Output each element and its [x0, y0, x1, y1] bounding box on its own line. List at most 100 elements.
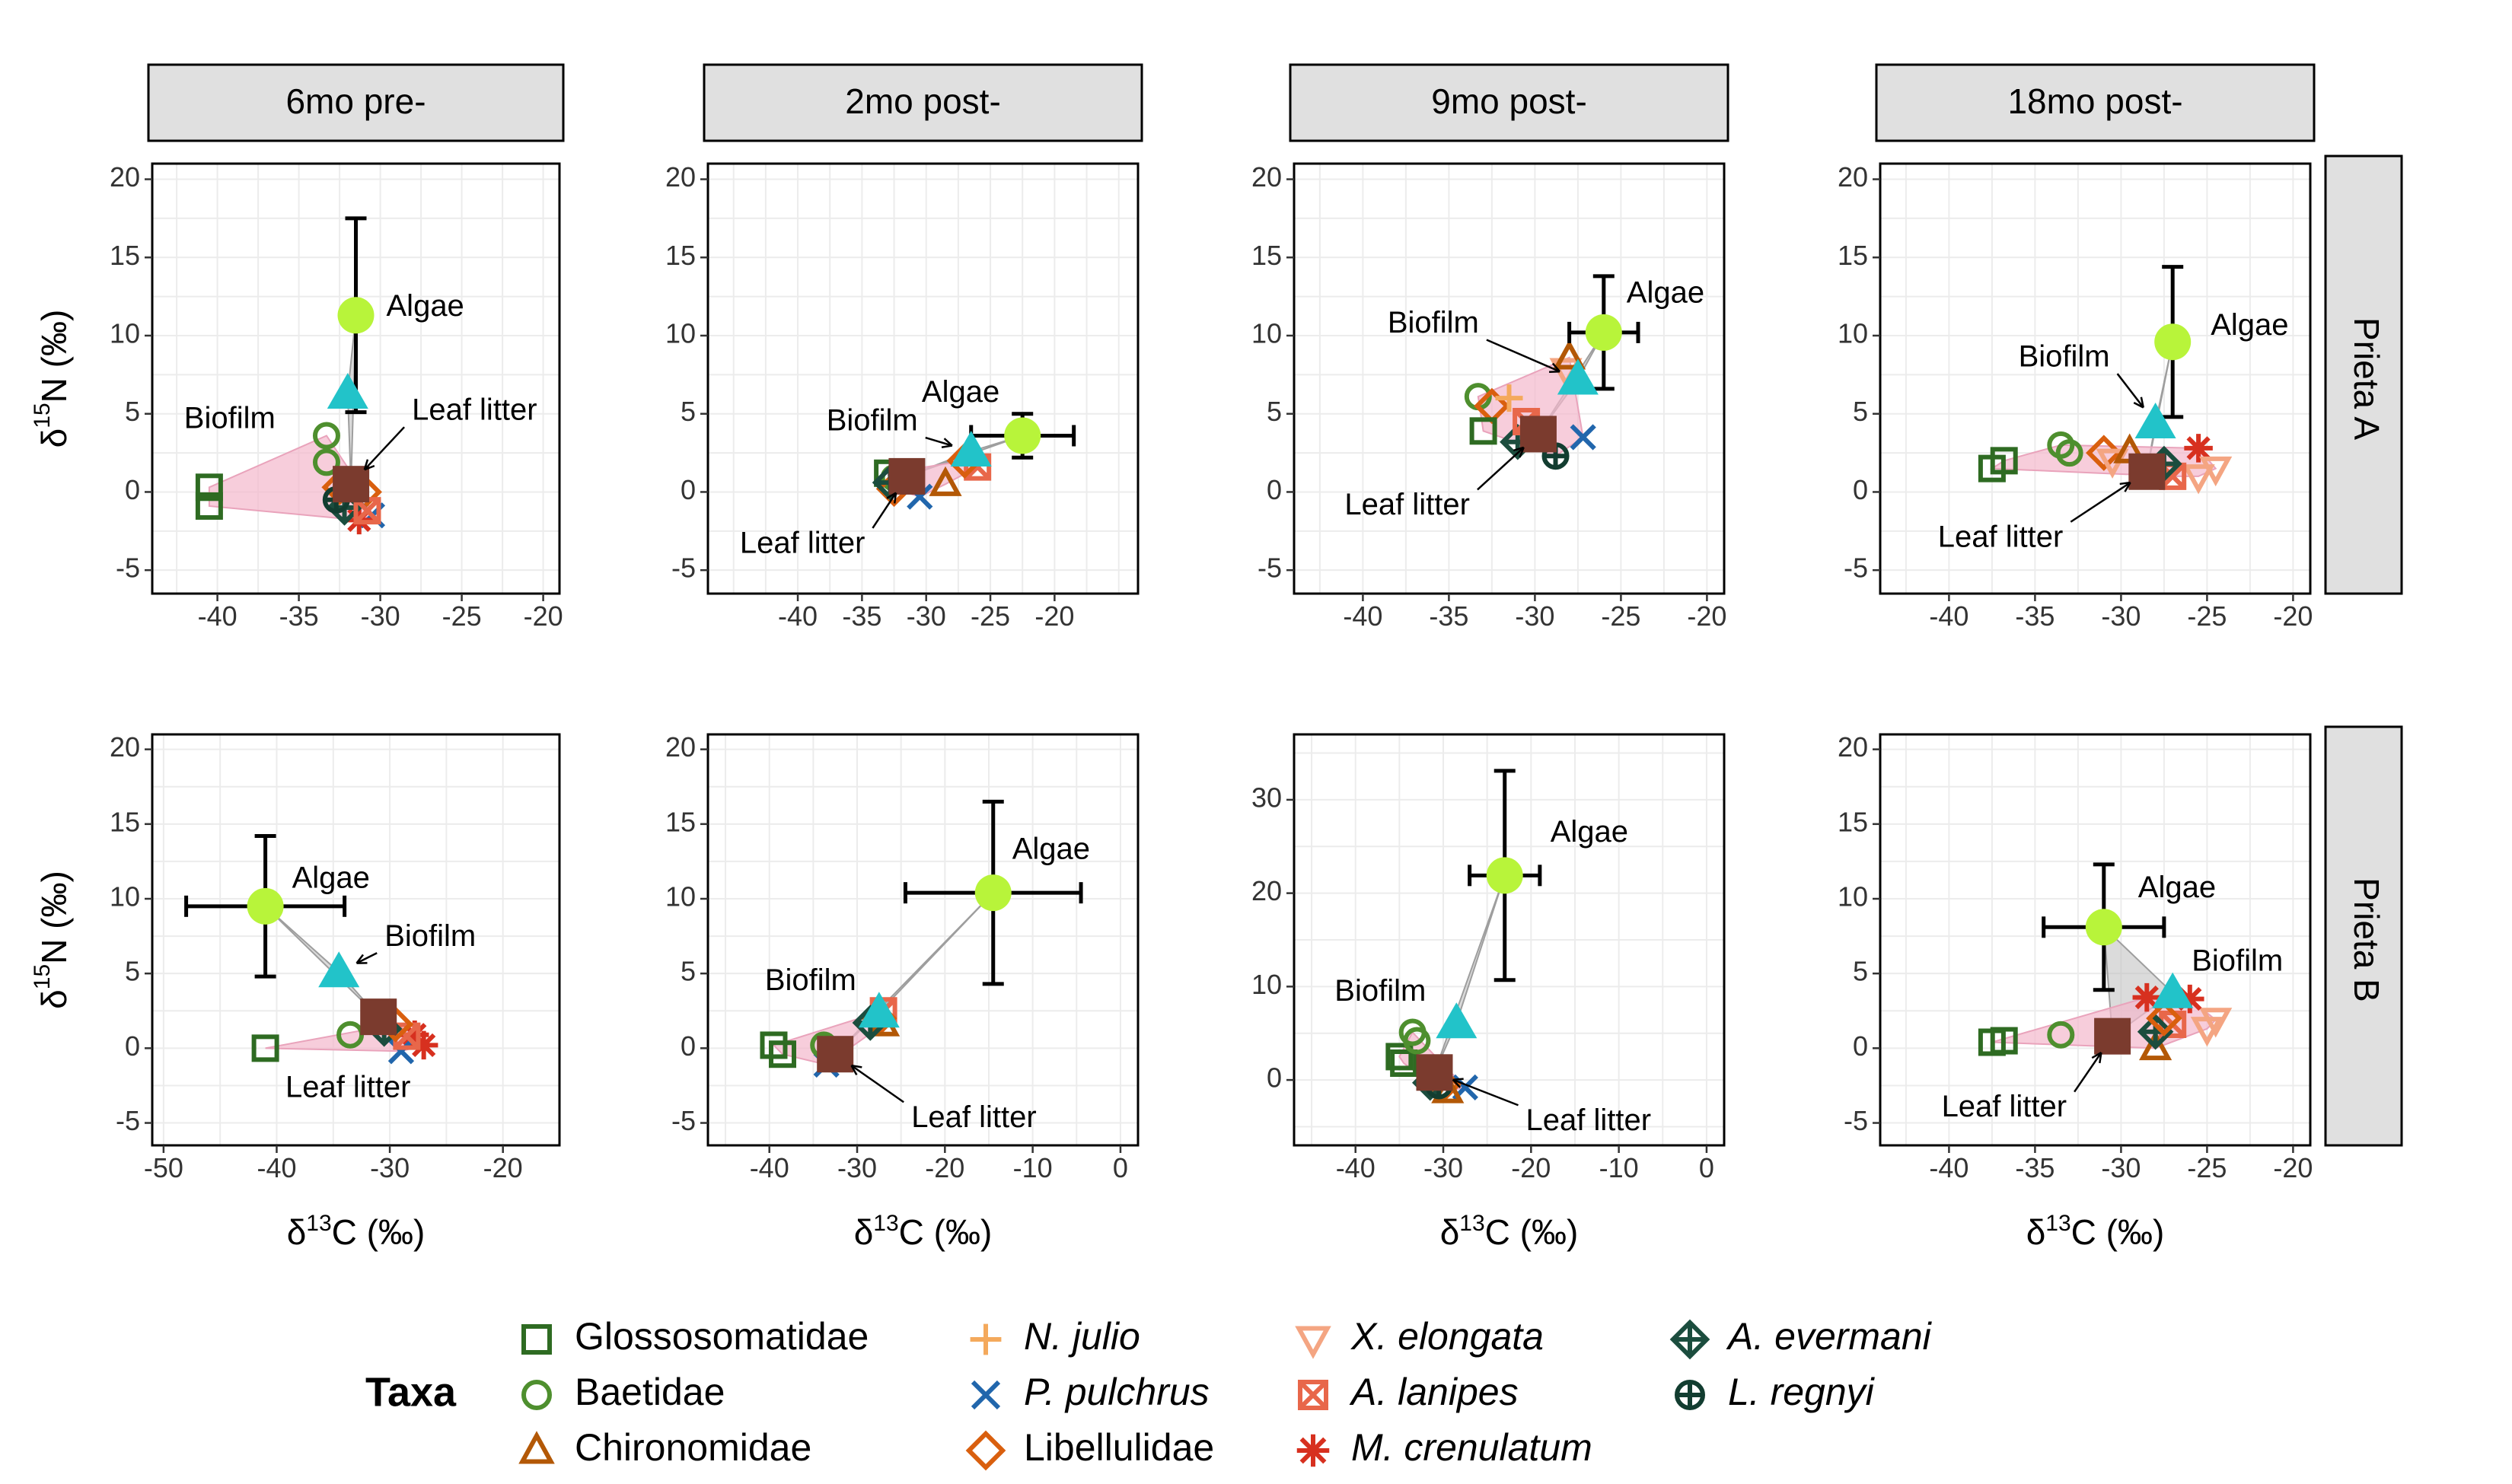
- consumer-point: [1553, 339, 1586, 370]
- y-tick-label: 10: [665, 318, 696, 349]
- legend-label: Baetidae: [575, 1371, 725, 1413]
- legend-label: Libellulidae: [1024, 1426, 1214, 1469]
- legend-label: X. elongata: [1350, 1315, 1544, 1358]
- x-tick-label: 0: [1699, 1152, 1714, 1183]
- legend-label: M. crenulatum: [1351, 1426, 1592, 1469]
- legend-key: [521, 1324, 552, 1355]
- legend-key: [1295, 1326, 1331, 1359]
- consumer-point: [312, 448, 340, 476]
- x-axis-title-main: δ: [1440, 1212, 1460, 1252]
- x-tick-label: -40: [1343, 600, 1382, 632]
- y-tick-label: 20: [665, 161, 696, 193]
- legend-item: A. evermani: [1669, 1315, 1933, 1360]
- consumer-point: [1390, 1049, 1418, 1077]
- y-tick-label: 20: [110, 161, 140, 193]
- source-label: Leaf litter: [911, 1100, 1037, 1134]
- source-hull: [1433, 874, 1506, 1073]
- x-tick-label: -35: [1429, 600, 1468, 632]
- label-arrow: [2074, 1052, 2102, 1093]
- panel-8: Algae Biofilm Leaf litter -40 -35 -30 -25 -20 -5…: [1838, 725, 2403, 1252]
- x-axis-title: δ13C (‰): [1440, 1211, 1579, 1252]
- leaf-litter-point: [1416, 1054, 1453, 1091]
- y-tick-label: 15: [665, 240, 696, 271]
- x-axis-title: δ13C (‰): [854, 1211, 993, 1252]
- x-tick-label: -30: [837, 1152, 877, 1183]
- y-tick-label: 10: [1838, 881, 1868, 912]
- source-label: Algae: [922, 375, 999, 409]
- y-tick-label: -5: [671, 1105, 696, 1136]
- column-strip-label: 2mo post-: [845, 81, 1001, 121]
- x-tick-label: -20: [524, 600, 563, 632]
- label-arrow: [363, 426, 405, 471]
- source-label: Algae: [1012, 833, 1090, 866]
- legend-label: N. julio: [1024, 1315, 1140, 1358]
- legend-key: [970, 1323, 1002, 1355]
- consumer-point: [195, 473, 223, 502]
- label-arrow-head: [886, 492, 897, 504]
- biofilm-point: [2134, 403, 2176, 439]
- y-tick-label: 0: [125, 1030, 140, 1062]
- x-tick-label: -40: [257, 1152, 296, 1183]
- y-tick-label: 5: [125, 396, 140, 427]
- gridlines: [1880, 734, 2310, 1145]
- leaf-litter-point: [1519, 416, 1557, 453]
- x-tick-label: -40: [1929, 600, 1968, 632]
- legend-key: [1298, 1380, 1328, 1410]
- y-tick-label: -5: [1844, 1105, 1868, 1136]
- biofilm-point: [858, 992, 900, 1028]
- y-axis-title: δ15N (‰): [30, 310, 74, 448]
- source-label: Leaf litter: [285, 1071, 411, 1104]
- label-arrow-head: [1513, 446, 1525, 458]
- y-tick-label: 0: [1853, 474, 1868, 505]
- consumer-point: [251, 1034, 279, 1062]
- algae-point: [1004, 417, 1041, 454]
- panel-border: [1879, 733, 2312, 1147]
- legend-item: A. lanipes: [1298, 1371, 1519, 1413]
- consumer-point: [2132, 982, 2162, 1012]
- consumer-point: [2055, 439, 2083, 467]
- source-label: Biofilm: [827, 404, 918, 438]
- source-label: Leaf litter: [1344, 488, 1470, 521]
- y-tick-label: 20: [110, 731, 140, 763]
- source-label: Leaf litter: [740, 526, 865, 559]
- legend-item: Chironomidae: [518, 1426, 811, 1469]
- y-tick-label: 15: [110, 240, 140, 271]
- y-axis-title-main: δ: [34, 989, 74, 1009]
- column-strip: [1289, 63, 1729, 142]
- y-axis-title-tail: N (‰): [34, 310, 74, 403]
- legend-item: X. elongata: [1295, 1315, 1544, 1359]
- y-tick-label: -5: [671, 553, 696, 584]
- panel-border: [151, 162, 561, 595]
- legend-key: [971, 1380, 1001, 1410]
- source-label: Algae: [1551, 815, 1628, 849]
- y-tick-label: 10: [665, 881, 696, 912]
- column-strip-label: 9mo post-: [1431, 81, 1587, 121]
- y-tick-label: 5: [1853, 396, 1868, 427]
- y-tick-label: 20: [1838, 731, 1868, 763]
- x-tick-label: -35: [2015, 600, 2055, 632]
- panel-border: [1293, 162, 1726, 595]
- label-arrow-head: [363, 459, 375, 471]
- consumer-point: [760, 1031, 788, 1059]
- algae-point: [337, 297, 375, 334]
- x-axis-title-sup: 13: [306, 1211, 331, 1236]
- x-tick-label: -40: [1336, 1152, 1376, 1183]
- source-label: Leaf litter: [1525, 1103, 1651, 1137]
- consumer-point: [929, 466, 962, 496]
- source-label: Algae: [2138, 871, 2216, 904]
- x-tick-label: 0: [1113, 1152, 1128, 1183]
- y-tick-label: 5: [1267, 396, 1282, 427]
- leaf-litter-point: [817, 1036, 854, 1073]
- y-tick-label: 0: [681, 474, 696, 505]
- label-arrow: [1477, 447, 1525, 491]
- algae-point: [1486, 857, 1523, 894]
- x-tick-label: -30: [370, 1152, 410, 1183]
- y-tick-label: 15: [665, 806, 696, 837]
- legend-label: Chironomidae: [575, 1426, 811, 1469]
- legend-label: A. lanipes: [1349, 1371, 1519, 1413]
- consumer-point: [2184, 434, 2213, 463]
- x-tick-label: -25: [1601, 600, 1640, 632]
- row-strip-label: Prieta A: [2347, 317, 2386, 440]
- x-tick-label: -25: [971, 600, 1010, 632]
- leaf-litter-point: [2128, 453, 2166, 490]
